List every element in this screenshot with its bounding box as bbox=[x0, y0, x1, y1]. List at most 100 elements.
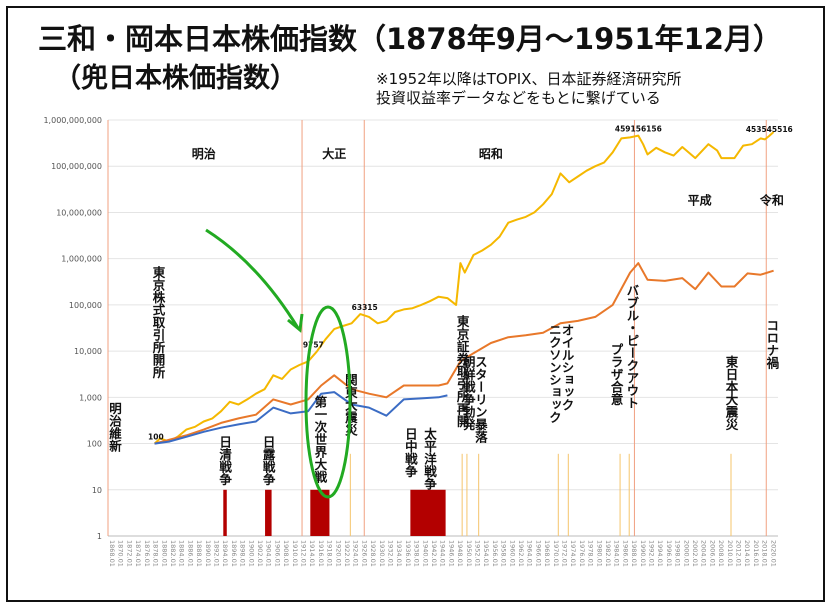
event-label: バブル・ピークアウト bbox=[624, 284, 639, 409]
y-tick-label: 100,000 bbox=[69, 301, 102, 310]
x-tick-label: 1998.01 bbox=[674, 540, 682, 567]
x-tick-label: 2016.01 bbox=[752, 540, 760, 567]
x-tick-label: 1992.01 bbox=[648, 540, 656, 567]
war-period-bar bbox=[410, 489, 446, 536]
x-tick-label: 1980.01 bbox=[595, 540, 603, 567]
annotation-ellipse bbox=[304, 305, 352, 499]
y-tick-label: 1,000,000 bbox=[61, 255, 102, 264]
event-label: 日露戦争 bbox=[261, 435, 276, 486]
x-tick-label: 1922.01 bbox=[343, 540, 351, 567]
x-tick-label: 1938.01 bbox=[413, 540, 421, 567]
x-tick-label: 1964.01 bbox=[526, 540, 534, 567]
event-label: コロナ禍 bbox=[764, 319, 779, 370]
x-tick-label: 2006.01 bbox=[708, 540, 716, 567]
x-tick-label: 1970.01 bbox=[552, 540, 560, 567]
chart-subtitle: （兜日本株価指数） bbox=[54, 63, 297, 94]
series-line-orange bbox=[154, 262, 774, 445]
x-tick-label: 2018.01 bbox=[761, 540, 769, 567]
x-tick-label: 1908.01 bbox=[282, 540, 290, 567]
y-tick-label: 100,000,000 bbox=[51, 162, 102, 171]
x-tick-label: 1882.01 bbox=[169, 540, 177, 567]
y-tick-label: 10,000 bbox=[74, 347, 102, 356]
x-tick-label: 1888.01 bbox=[195, 540, 203, 567]
x-tick-label: 1942.01 bbox=[430, 540, 438, 567]
x-tick-label: 1988.01 bbox=[630, 540, 638, 567]
x-tick-label: 2008.01 bbox=[717, 540, 725, 567]
x-tick-label: 1880.01 bbox=[160, 540, 168, 567]
annotation-arrow bbox=[205, 228, 300, 329]
x-tick-label: 1976.01 bbox=[578, 540, 586, 567]
x-tick-label: 1878.01 bbox=[152, 540, 160, 567]
x-tick-label: 2020.01 bbox=[769, 540, 777, 567]
y-tick-label: 1,000 bbox=[79, 393, 102, 402]
x-tick-label: 1956.01 bbox=[491, 540, 499, 567]
data-value-label: 453545516 bbox=[746, 125, 793, 134]
event-label: 朝鮮戦争勃発 bbox=[461, 355, 476, 432]
x-tick-label: 1928.01 bbox=[369, 540, 377, 567]
x-tick-label: 1944.01 bbox=[439, 540, 447, 567]
x-tick-label: 1870.01 bbox=[117, 540, 125, 567]
x-tick-label: 1946.01 bbox=[447, 540, 455, 567]
note-line-2: 投資収益率データなどをもとに繋げている bbox=[376, 89, 661, 107]
data-value-label: 459156156 bbox=[615, 125, 662, 134]
era-label: 令和 bbox=[759, 192, 784, 207]
event-label: 第一次世界大戦 bbox=[312, 394, 327, 483]
x-tick-label: 1948.01 bbox=[456, 540, 464, 567]
era-label: 大正 bbox=[322, 146, 346, 161]
x-tick-label: 1876.01 bbox=[143, 540, 151, 567]
x-tick-label: 1906.01 bbox=[273, 540, 281, 567]
x-tick-label: 1886.01 bbox=[186, 540, 194, 567]
x-tick-label: 1962.01 bbox=[517, 540, 525, 567]
x-tick-label: 1924.01 bbox=[352, 540, 360, 567]
event-label: 東京株式取引所開所 bbox=[151, 265, 166, 379]
x-tick-label: 2012.01 bbox=[735, 540, 743, 567]
x-tick-label: 1932.01 bbox=[386, 540, 394, 567]
event-label: スターリン暴落 bbox=[473, 356, 488, 444]
x-tick-label: 1940.01 bbox=[421, 540, 429, 567]
y-tick-label: 1,000,000,000 bbox=[43, 116, 102, 125]
x-tick-label: 1910.01 bbox=[291, 540, 299, 567]
x-tick-label: 1982.01 bbox=[604, 540, 612, 567]
series-line-blue bbox=[154, 391, 448, 445]
x-tick-label: 1872.01 bbox=[125, 540, 133, 567]
x-tick-label: 1960.01 bbox=[508, 540, 516, 567]
x-tick-label: 1972.01 bbox=[561, 540, 569, 567]
era-label: 昭和 bbox=[479, 146, 503, 161]
event-label: オイルショック bbox=[559, 323, 574, 411]
era-label: 明治 bbox=[192, 146, 216, 161]
data-value-label: 63315 bbox=[352, 303, 378, 312]
event-label: 日清戦争 bbox=[217, 435, 232, 486]
war-period-bar bbox=[265, 489, 272, 536]
x-tick-label: 1894.01 bbox=[221, 540, 229, 567]
x-tick-label: 1966.01 bbox=[534, 540, 542, 567]
x-tick-label: 2000.01 bbox=[682, 540, 690, 567]
event-label: 日中戦争 bbox=[403, 428, 418, 479]
x-tick-label: 2010.01 bbox=[726, 540, 734, 567]
note-line-1: ※1952年以降はTOPIX、日本証券経済研究所 bbox=[376, 70, 682, 88]
x-tick-label: 1996.01 bbox=[665, 540, 673, 567]
x-tick-label: 1896.01 bbox=[230, 540, 238, 567]
data-value-label: 9757 bbox=[303, 341, 324, 350]
x-tick-label: 2004.01 bbox=[700, 540, 708, 567]
event-label: 東日本大震災 bbox=[724, 355, 739, 432]
x-tick-label: 1978.01 bbox=[587, 540, 595, 567]
x-tick-label: 1898.01 bbox=[239, 540, 247, 567]
x-tick-label: 1918.01 bbox=[326, 540, 334, 567]
event-label: 明治維新 bbox=[107, 402, 122, 453]
x-tick-label: 1930.01 bbox=[378, 540, 386, 567]
x-tick-label: 1904.01 bbox=[265, 540, 273, 567]
x-tick-label: 1950.01 bbox=[465, 540, 473, 567]
y-tick-label: 10 bbox=[92, 486, 102, 495]
x-tick-label: 1874.01 bbox=[134, 540, 142, 567]
series-line-gold bbox=[153, 131, 775, 445]
x-tick-label: 1958.01 bbox=[500, 540, 508, 567]
event-label: プラザ合意 bbox=[609, 343, 624, 406]
x-tick-label: 1936.01 bbox=[404, 540, 412, 567]
x-tick-label: 1984.01 bbox=[613, 540, 621, 567]
x-tick-label: 1934.01 bbox=[395, 540, 403, 567]
y-tick-label: 1 bbox=[97, 532, 102, 541]
x-tick-label: 1884.01 bbox=[178, 540, 186, 567]
war-period-bar bbox=[223, 489, 227, 536]
x-tick-label: 1920.01 bbox=[334, 540, 342, 567]
x-tick-label: 1994.01 bbox=[656, 540, 664, 567]
